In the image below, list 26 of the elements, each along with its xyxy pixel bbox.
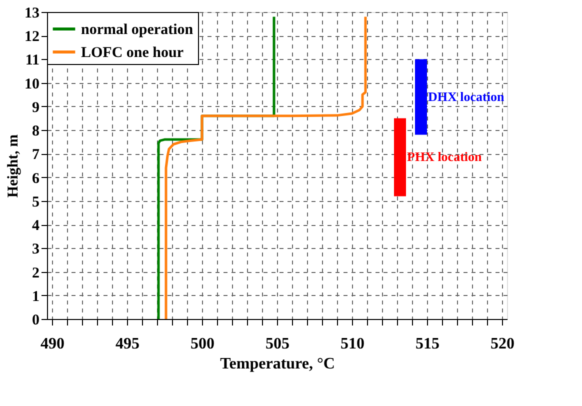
legend-label: LOFC one hour (81, 45, 184, 61)
y-tick-label: 0 (32, 312, 40, 328)
x-tick-label: 520 (490, 336, 514, 352)
y-tick-label: 11 (25, 52, 40, 69)
x-tick-label: 495 (116, 336, 140, 352)
x-tick-label: 490 (40, 336, 64, 352)
y-tick-label: 2 (32, 265, 40, 282)
y-tick-label: 3 (32, 242, 40, 258)
y-tick-label: 6 (32, 170, 40, 187)
x-tick-label: 505 (266, 336, 290, 352)
legend-label: normal operation (81, 22, 194, 38)
y-tick-label: 5 (32, 194, 40, 210)
y-tick-label: 13 (24, 6, 40, 22)
x-tick-label: 500 (190, 336, 214, 352)
x-axis-title: Temperature, °C (220, 356, 335, 372)
y-tick-label: 4 (32, 218, 40, 234)
y-tick-label: 7 (32, 147, 40, 164)
y-axis-title: Height, m (6, 134, 22, 198)
y-tick-label: 9 (32, 100, 40, 116)
y-tick-label: 1 (32, 288, 40, 305)
series-label: DHX location (428, 89, 505, 104)
x-tick-label: 515 (416, 336, 440, 352)
y-tick-label: 12 (24, 29, 40, 46)
y-tick-label: 10 (24, 76, 40, 92)
x-tick-label: 510 (340, 336, 364, 352)
y-tick-label: 8 (32, 124, 40, 140)
